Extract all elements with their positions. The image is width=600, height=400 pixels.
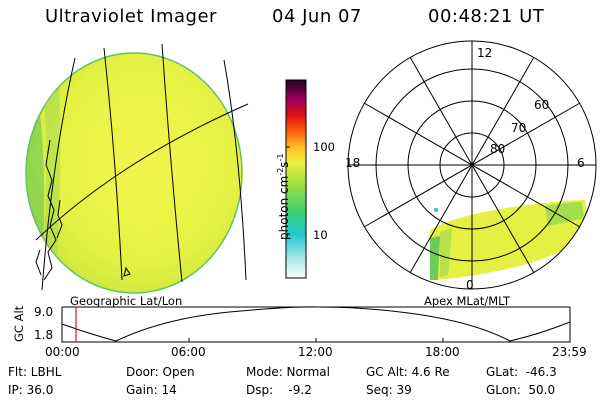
altitude-xtick: 00:00 (45, 345, 80, 359)
mode-status: Mode: Normal (246, 365, 330, 379)
apex-panel-label: Apex MLat/MLT (424, 294, 511, 308)
altitude-xtick: 18:00 (425, 345, 460, 359)
polar-grid (347, 40, 597, 290)
gain-status: Gain: 14 (126, 383, 177, 397)
altitude-ytick-low: 1.8 (34, 328, 54, 342)
date-label: 04 Jun 07 (272, 6, 362, 27)
dsp-status: Dsp: -9.2 (246, 383, 312, 397)
lat-label-60: 60 (534, 98, 550, 112)
emission-dot (434, 208, 438, 212)
mlt-label-18: 18 (345, 156, 361, 170)
colorbar (285, 79, 307, 279)
geographic-panel-label: Geographic Lat/Lon (70, 294, 183, 308)
auroral-band (430, 200, 590, 280)
altitude-x-ticks (61, 338, 571, 342)
time-label: 00:48:21 UT (428, 6, 545, 27)
altitude-xtick: 06:00 (171, 345, 206, 359)
lat-label-80: 80 (490, 142, 506, 156)
longitude-lines (41, 43, 247, 291)
mlt-label-12: 12 (477, 46, 493, 60)
altitude-curve (61, 306, 571, 342)
colorbar-tick-10: 10 (313, 228, 328, 242)
colorbar-tick-100: 100 (313, 140, 335, 154)
glat-status: GLat: -46.3 (486, 365, 557, 379)
gc-alt-status: GC Alt: 4.6 Re (366, 365, 450, 379)
altitude-ylabel: GC Alt (12, 305, 26, 342)
lat-label-70: 70 (511, 121, 527, 135)
glon-status: GLon: 50.0 (486, 383, 556, 397)
mlt-label-0: 0 (466, 278, 474, 292)
seq-status: Seq: 39 (366, 383, 412, 397)
door-status: Door: Open (126, 365, 195, 379)
altitude-ytick-high: 9.0 (34, 305, 54, 319)
ip-status: IP: 36.0 (8, 383, 54, 397)
coastline (35, 139, 131, 281)
altitude-xtick: 12:00 (298, 345, 333, 359)
filter-status: Flt: LBHL (8, 365, 62, 379)
latitude-line (35, 103, 249, 241)
altitude-xtick: 23:59 (552, 345, 587, 359)
mlt-label-6: 6 (577, 156, 585, 170)
app-title: Ultraviolet Imager (45, 6, 217, 27)
